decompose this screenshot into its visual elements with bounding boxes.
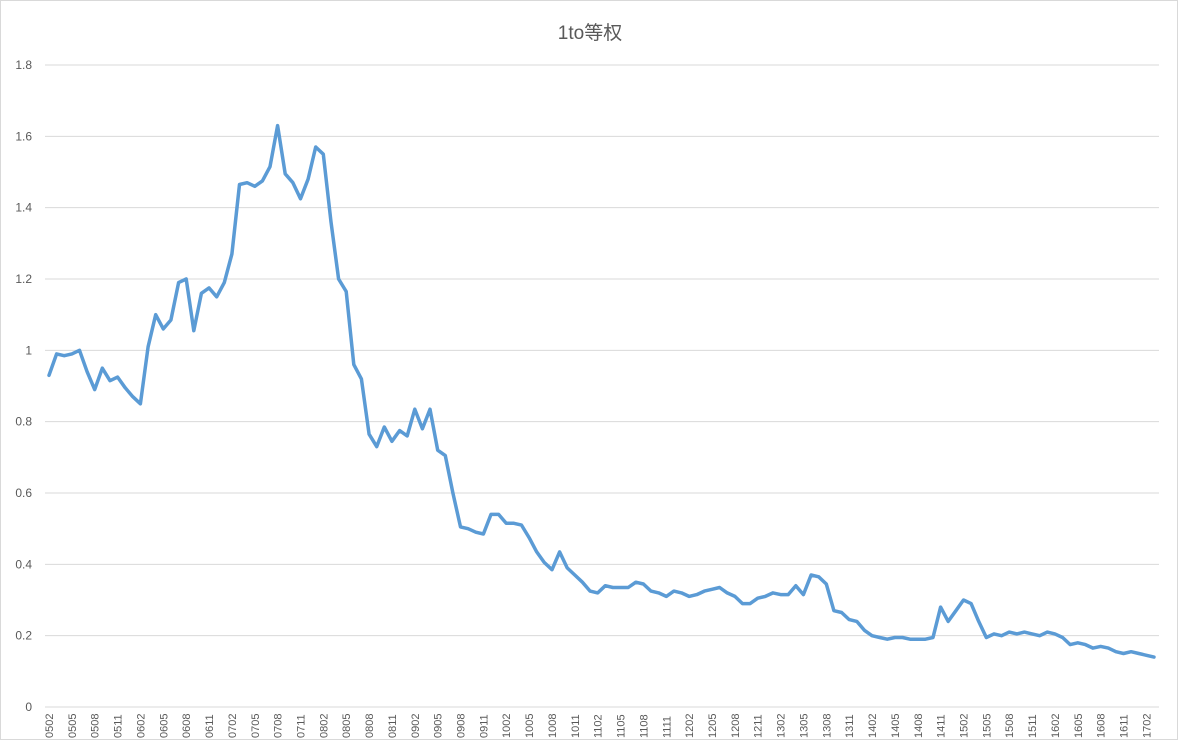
x-tick-label: 1605	[1073, 714, 1085, 738]
x-tick-label: 0711	[295, 714, 307, 738]
x-tick-label: 1608	[1096, 714, 1108, 738]
x-tick-label: 1702	[1141, 714, 1153, 738]
series-line	[47, 123, 1156, 659]
x-tick-label: 1208	[730, 714, 742, 738]
x-tick-label: 0811	[387, 714, 399, 738]
x-tick-label: 0511	[113, 714, 125, 738]
x-tick-label: 1502	[958, 714, 970, 738]
x-tick-label: 1405	[890, 714, 902, 738]
x-tick-label: 1308	[821, 714, 833, 738]
chart-title: 1to等权	[558, 22, 622, 44]
x-tick-label: 0705	[250, 714, 262, 738]
x-tick-label: 1002	[501, 714, 513, 738]
x-tick-label: 0508	[90, 714, 102, 738]
x-tick-label: 0911	[478, 714, 490, 738]
x-tick-label: 1408	[913, 714, 925, 738]
x-tick-label: 1102	[593, 714, 605, 738]
x-tick-label: 0702	[227, 714, 239, 738]
x-tick-label: 0602	[135, 714, 147, 738]
x-tick-label: 1511	[1027, 714, 1039, 738]
x-tick-label: 1008	[547, 714, 559, 738]
x-tick-label: 0605	[158, 714, 170, 738]
y-tick-label: 1	[25, 343, 32, 357]
x-tick-label: 1108	[638, 714, 650, 738]
x-tick-label: 1311	[844, 714, 856, 738]
x-tick-label: 0505	[67, 714, 79, 738]
x-tick-label: 1011	[570, 714, 582, 738]
y-tick-label: 0.2	[15, 629, 32, 643]
x-tick-label: 1205	[707, 714, 719, 738]
y-tick-label: 0.6	[15, 486, 32, 500]
y-tick-label: 1.4	[15, 201, 32, 215]
y-tick-label: 0	[25, 700, 32, 714]
y-tick-label: 0.4	[15, 557, 32, 571]
y-axis-ticks: 0 0.2 0.4 0.6 0.8 1 1.2 1.4 1.6 1.8	[15, 58, 32, 714]
y-tick-label: 1.6	[15, 129, 32, 143]
y-tick-label: 1.2	[15, 272, 32, 286]
x-tick-label: 0611	[204, 714, 216, 738]
x-tick-label: 1402	[867, 714, 879, 738]
x-tick-label: 0902	[410, 714, 422, 738]
x-tick-label: 1005	[524, 714, 536, 738]
x-tick-label: 0802	[318, 714, 330, 738]
x-tick-label: 1508	[1004, 714, 1016, 738]
x-tick-label: 1602	[1050, 714, 1062, 738]
x-tick-label: 0905	[433, 714, 445, 738]
gridlines	[45, 64, 1159, 708]
y-tick-label: 1.8	[15, 58, 32, 72]
x-tick-label: 1505	[981, 714, 993, 738]
x-tick-label: 0502	[44, 714, 56, 738]
x-tick-label: 0908	[456, 714, 468, 738]
x-tick-label: 1302	[776, 714, 788, 738]
x-tick-label: 0805	[341, 714, 353, 738]
x-tick-label: 1105	[616, 714, 628, 738]
x-tick-label: 0608	[181, 714, 193, 738]
x-tick-label: 1202	[684, 714, 696, 738]
series-layer	[47, 123, 1156, 659]
x-tick-label: 0808	[364, 714, 376, 738]
x-tick-label: 1611	[1119, 714, 1131, 738]
x-axis-ticks: 0502 0505 0508 0511 0602 0605 0608 0611 0702 0705…	[44, 714, 1153, 738]
x-tick-label: 1411	[936, 714, 948, 738]
y-tick-label: 0.8	[15, 415, 32, 429]
x-tick-label: 1305	[798, 714, 810, 738]
x-tick-label: 1211	[753, 714, 765, 738]
x-tick-label: 1111	[661, 716, 673, 738]
x-tick-label: 0708	[273, 714, 285, 738]
